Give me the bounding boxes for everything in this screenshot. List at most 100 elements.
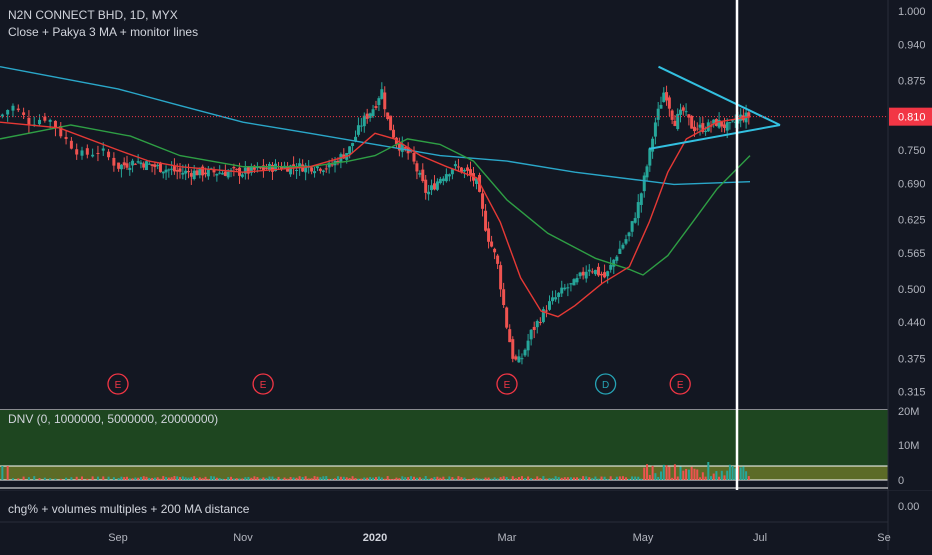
event-marker [496, 373, 518, 395]
volume-bar [145, 476, 148, 480]
volume-bar [374, 477, 377, 480]
candle-body [563, 287, 567, 290]
volume-bar [91, 476, 94, 480]
bottom-indicator-pane[interactable]: 0.00 Sep Nov 2020 Mar May Jul Se chg% + volumes… [0, 489, 932, 550]
volume-chart-svg[interactable]: 20M 10M 0 [0, 400, 932, 490]
candle-body [645, 166, 649, 178]
candle-body [295, 169, 299, 171]
candle-body [313, 171, 317, 174]
volume-bar [640, 478, 643, 480]
volume-bar [427, 478, 430, 480]
candle-body [147, 163, 151, 165]
candle-body [496, 255, 500, 264]
price-tick-label: 1.000 [898, 6, 926, 18]
volume-bar [514, 478, 517, 480]
price-tick-label: 0.750 [898, 145, 926, 157]
volume-bar [481, 478, 484, 480]
volume-bar [536, 476, 539, 480]
volume-bar [262, 477, 265, 480]
candle-body [412, 153, 416, 162]
volume-bar [442, 476, 445, 480]
candle-body [246, 167, 250, 174]
candle-body [720, 121, 724, 127]
candle-body [101, 148, 105, 151]
candle-body [712, 119, 716, 124]
ma-mid-line [0, 124, 751, 276]
volume-bar [508, 478, 511, 480]
candle-body [310, 167, 314, 172]
volume-bar [159, 478, 162, 480]
volume-bar [165, 476, 168, 480]
candle-body [505, 307, 509, 328]
volume-bar [372, 477, 375, 480]
volume-bar [38, 478, 41, 480]
last-price-badge [889, 107, 932, 126]
candle-body [612, 259, 616, 267]
volume-bar [520, 476, 523, 480]
volume-bar [415, 477, 418, 480]
volume-bar [363, 477, 366, 480]
candle-body [698, 124, 702, 128]
candle-body [59, 125, 63, 137]
volume-bar [283, 477, 286, 480]
volume-bar [646, 464, 649, 480]
volume-bar [360, 478, 363, 480]
candle-body [627, 232, 631, 237]
volume-bar [460, 477, 463, 480]
event-marker-letter: E [677, 380, 684, 391]
volume-bar [286, 478, 289, 480]
event-marker [594, 373, 617, 395]
volume-bar [232, 478, 235, 480]
event-marker [252, 373, 274, 395]
volume-bar [277, 476, 280, 480]
candle-body [85, 148, 89, 155]
candle-body [575, 277, 579, 283]
candle-body [167, 169, 171, 171]
candle-body [665, 92, 669, 101]
candle-body [348, 146, 352, 155]
volume-bar [43, 477, 46, 480]
volume-bar [268, 476, 271, 480]
candle-body [465, 167, 469, 171]
candle-body [22, 112, 26, 115]
volume-bar [487, 477, 490, 480]
candle-body [403, 147, 407, 149]
price-tick-label: 0.940 [898, 39, 926, 51]
volume-bar [207, 478, 210, 480]
volume-bar [334, 478, 337, 480]
candle-body [421, 169, 425, 182]
volume-bar [17, 478, 20, 480]
volume-bar [389, 478, 392, 480]
candle-body [125, 163, 129, 168]
volume-bar [728, 464, 731, 480]
candle-body [204, 172, 208, 175]
volume-bar [424, 476, 427, 480]
volume-bar [295, 477, 298, 480]
volume-bar [478, 478, 481, 480]
indicator-label: Close + Pakya 3 MA + monitor lines [8, 25, 199, 39]
triangle-upper-trendline [658, 65, 781, 126]
candle-body [136, 161, 140, 163]
volume-bar [685, 468, 688, 480]
volume-bar [499, 477, 502, 480]
price-pane[interactable]: 1.000 0.940 0.875 0.750 0.690 0.625 0.565 0.500… [0, 0, 932, 400]
candle-body [192, 170, 196, 180]
volume-bar [380, 477, 383, 480]
volume-bar [187, 477, 190, 480]
bottom-chart-svg[interactable]: 0.00 Sep Nov 2020 Mar May Jul Se [0, 489, 932, 550]
candle-body [184, 170, 188, 174]
candle-body [206, 168, 210, 177]
volume-bar [530, 478, 533, 480]
volume-bar [430, 478, 433, 480]
price-chart-svg[interactable]: 1.000 0.940 0.875 0.750 0.690 0.625 0.565 0.500… [0, 0, 932, 400]
candle-body [532, 326, 536, 331]
candle-body [653, 122, 657, 137]
candle-body [221, 173, 225, 175]
candle-body [584, 271, 588, 279]
candle-body [676, 113, 680, 130]
volume-bar [410, 476, 413, 480]
volume-pane[interactable]: 20M 10M 0 DNV (0, 1000000, 5000000, 200000… [0, 400, 932, 490]
volume-bar [65, 477, 68, 480]
candle-body [450, 169, 454, 175]
volume-bar [128, 478, 131, 480]
